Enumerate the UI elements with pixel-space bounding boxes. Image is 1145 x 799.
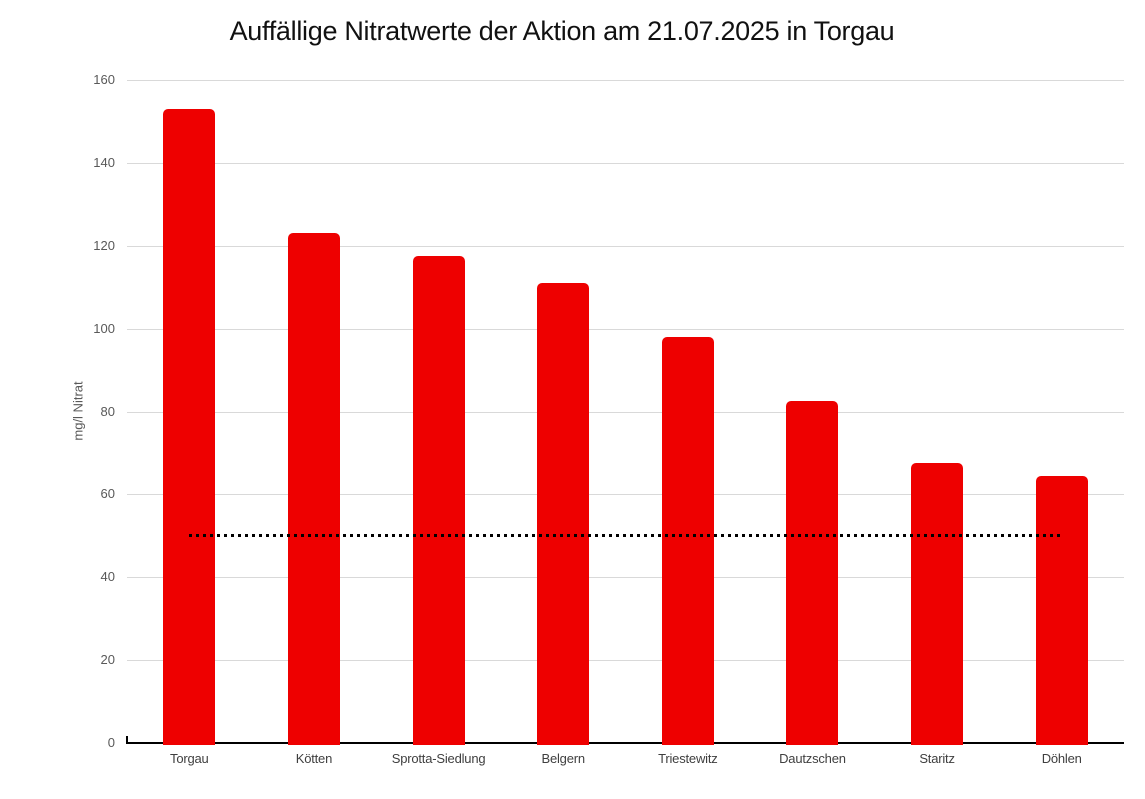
y-tick-label-160: 160: [93, 72, 115, 87]
category-label-torgau: Torgau: [170, 751, 209, 766]
bar-staritz: [911, 463, 964, 745]
category-label-k-tten: Kötten: [295, 751, 333, 766]
x-axis-line: [127, 742, 1124, 744]
bar-sprotta-siedlung: [412, 256, 465, 745]
gridline-y-140: [127, 162, 1124, 164]
gridline-y-20: [127, 660, 1124, 662]
category-label-triestewitz: Triestewitz: [658, 751, 718, 766]
y-tick-label-20: 20: [100, 652, 115, 668]
y-tick-label-80: 80: [100, 403, 115, 419]
chart-title: Auffällige Nitratwerte der Aktion am 21.…: [229, 16, 895, 46]
category-label-d-hlen: Döhlen: [1041, 751, 1082, 766]
category-label-staritz: Staritz: [919, 751, 955, 766]
gridline-y-160: [127, 80, 1124, 81]
gridline-y-60: [127, 494, 1124, 496]
y-tick-label-100: 100: [93, 320, 115, 336]
y-tick-label-60: 60: [100, 486, 115, 502]
bar-k-tten: [287, 233, 340, 745]
plot-area: [126, 80, 1124, 745]
bar-torgau: [163, 109, 216, 745]
gridline-y-40: [127, 577, 1124, 579]
bar-dautzschen: [786, 401, 839, 745]
y-axis-origin-tick: [126, 736, 128, 744]
gridline-y-120: [127, 245, 1124, 247]
limit-line-50: [189, 533, 1062, 537]
y-tick-label-140: 140: [93, 154, 115, 170]
y-tick-label-120: 120: [93, 237, 115, 253]
category-label-sprotta-siedlung: Sprotta-Siedlung: [391, 751, 486, 766]
category-label-dautzschen: Dautzschen: [779, 751, 846, 766]
y-tick-label-40: 40: [100, 569, 115, 585]
bar-triestewitz: [661, 336, 714, 745]
y-tick-label-0: 0: [107, 735, 115, 750]
bar-d-hlen: [1035, 475, 1088, 745]
bar-belgern: [537, 283, 590, 745]
category-label-belgern: Belgern: [541, 751, 585, 766]
gridline-y-100: [127, 328, 1124, 330]
gridline-y-80: [127, 411, 1124, 413]
